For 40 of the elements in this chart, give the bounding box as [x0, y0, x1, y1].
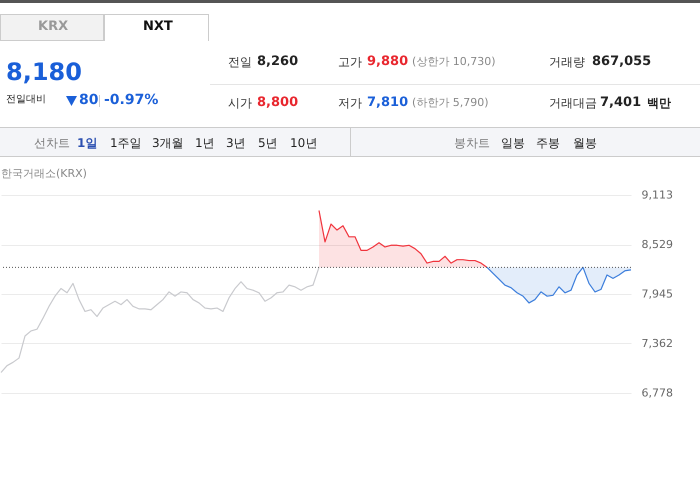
- text: 8,800: [257, 95, 298, 110]
- text: NXT: [143, 19, 173, 34]
- text: 8,180: [6, 58, 82, 86]
- text: 주봉: [536, 136, 560, 150]
- text: 7,810: [367, 95, 408, 110]
- text: 월봉: [573, 136, 597, 150]
- text: (하한가 5,790): [412, 96, 489, 109]
- text: 전일: [228, 55, 252, 69]
- text: 8,260: [257, 54, 298, 69]
- text: 9,880: [367, 54, 408, 69]
- text: 1일: [77, 136, 98, 150]
- line-series: [0, 266, 320, 374]
- text: 백만: [647, 96, 671, 110]
- text: KRX: [38, 19, 68, 34]
- text: -0.97%: [104, 92, 158, 108]
- text: 1년: [195, 136, 215, 150]
- text: 거래량: [549, 55, 585, 69]
- text: 3개월: [152, 136, 184, 150]
- y-tick-label: 6,778: [642, 386, 673, 400]
- y-tick-label: 7,362: [642, 336, 673, 350]
- text: 1주일: [110, 136, 142, 150]
- text: 봉차트: [454, 136, 490, 150]
- text: 선차트: [34, 136, 70, 150]
- y-tick-label: 9,113: [642, 188, 673, 202]
- text: 고가: [338, 55, 362, 69]
- text: 867,055: [592, 54, 652, 69]
- text: 일봉: [501, 136, 525, 150]
- text: 전일대비: [6, 94, 46, 105]
- y-tick-label: 8,529: [642, 238, 673, 252]
- chart-title: 한국거래소(KRX): [1, 167, 87, 180]
- text: 80: [79, 92, 98, 108]
- text: 10년: [290, 136, 318, 150]
- text: 5년: [258, 136, 278, 150]
- text: 거래대금: [549, 96, 597, 110]
- text: (상한가 10,730): [412, 55, 496, 68]
- text: 7,401: [600, 95, 642, 110]
- y-tick-label: 7,945: [642, 288, 673, 301]
- text: 3년: [226, 136, 246, 150]
- text: 저가: [338, 96, 362, 110]
- text: 시가: [228, 96, 252, 110]
